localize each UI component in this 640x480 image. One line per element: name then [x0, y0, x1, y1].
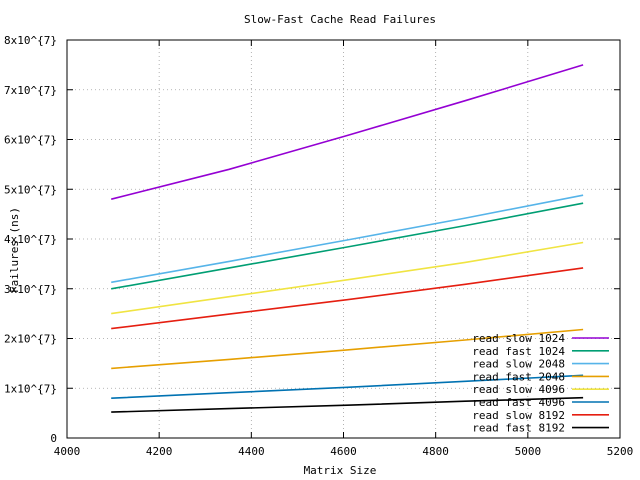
legend-label: read slow 8192	[472, 409, 565, 422]
series-line-8	[111, 396, 584, 413]
series-line-1	[111, 64, 584, 200]
series-line-2	[111, 202, 584, 290]
legend-label: read fast 8192	[472, 422, 565, 435]
legend-label: read fast 4096	[472, 396, 565, 409]
legend-label: read fast 2048	[472, 370, 565, 383]
x-tick-label: 5000	[515, 445, 542, 458]
x-tick-label: 4200	[146, 445, 173, 458]
series-line-7	[111, 267, 584, 330]
y-tick-label: 1x10^{7}	[4, 382, 57, 395]
x-tick-label: 4000	[54, 445, 81, 458]
grid	[67, 40, 620, 438]
series-lines	[111, 64, 584, 413]
series-line-3	[111, 194, 584, 284]
legend-label: read slow 4096	[472, 383, 565, 396]
chart-title: Slow-Fast Cache Read Failures	[244, 13, 436, 26]
x-axis-label: Matrix Size	[304, 464, 377, 477]
x-tick-label: 4600	[330, 445, 357, 458]
y-tick-label: 0	[50, 432, 57, 445]
y-axis-label: Failures (ns)	[8, 207, 21, 293]
x-tick-label: 5200	[607, 445, 634, 458]
x-tick-label: 4800	[422, 445, 449, 458]
axis-ticks: 4000 4200 4400 4600 4800 5000 5200 0 1x10^{7} 2x1…	[4, 34, 633, 458]
y-tick-label: 5x10^{7}	[4, 183, 57, 196]
y-tick-label: 6x10^{7}	[4, 134, 57, 147]
y-tick-label: 7x10^{7}	[4, 84, 57, 97]
legend-label: read slow 2048	[472, 358, 565, 371]
legend-label: read slow 1024	[472, 332, 565, 345]
series-line-6	[111, 374, 584, 399]
y-tick-label: 3x10^{7}	[4, 283, 57, 296]
y-tick-label: 8x10^{7}	[4, 34, 57, 47]
series-line-5	[111, 241, 584, 315]
legend-label: read fast 1024	[472, 345, 565, 358]
y-tick-label: 2x10^{7}	[4, 333, 57, 346]
x-tick-label: 4400	[238, 445, 265, 458]
series-line-4	[111, 328, 584, 370]
y-tick-label: 4x10^{7}	[4, 233, 57, 246]
